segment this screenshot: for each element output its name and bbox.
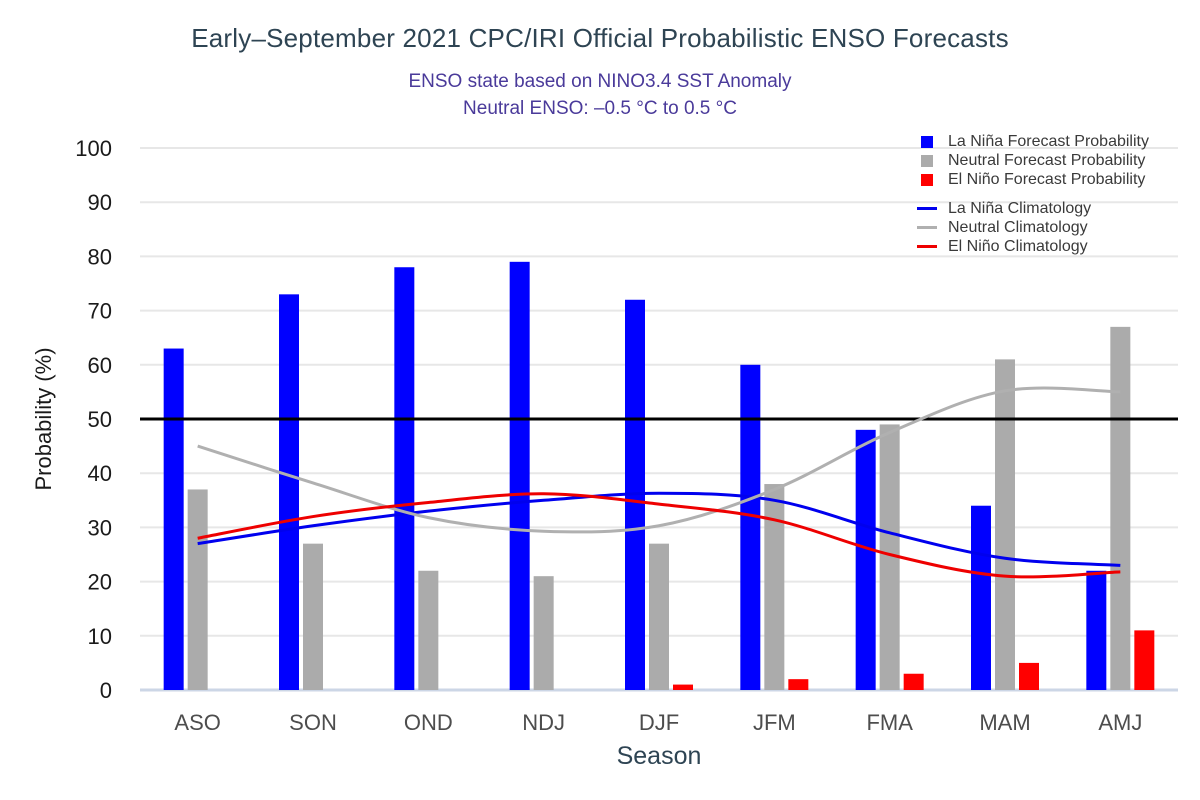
bar-Neutral Forecast Probability-JFM [764, 484, 785, 690]
y-tick-label: 50 [88, 407, 112, 432]
legend-label-neutral-forecast: Neutral Forecast Probability [948, 151, 1146, 169]
y-tick-label: 90 [88, 190, 112, 215]
bar-Neutral Forecast Probability-OND [418, 570, 439, 690]
x-tick-label: NDJ [522, 710, 565, 735]
x-tick-label: AMJ [1098, 710, 1142, 735]
legend-label-el-nino-forecast: El Niño Forecast Probability [948, 170, 1146, 188]
bar-Neutral Forecast Probability-AMJ [1110, 326, 1131, 690]
line-El Niño Climatology [197, 492, 1121, 579]
bar-La Niña Forecast Probability-JFM [740, 364, 761, 690]
bar-La Niña Forecast Probability-ASO [163, 348, 184, 690]
y-tick-label: 30 [88, 515, 112, 540]
legend-row-la-nina-climatology: La Niña Climatology [917, 199, 1149, 218]
bar-Neutral Forecast Probability-NDJ [533, 576, 554, 690]
bar-Neutral Forecast Probability-FMA [879, 424, 900, 690]
x-tick-label: SON [289, 710, 337, 735]
x-tick-label: OND [404, 710, 453, 735]
chart-subtitle-line2: Neutral ENSO: –0.5 °C to 0.5 °C [463, 98, 737, 119]
legend-line-swatch-el-nino-climatology [917, 245, 937, 248]
bar-La Niña Forecast Probability-OND [394, 267, 415, 690]
x-axis-title: Season [616, 742, 702, 770]
y-tick-label: 10 [88, 624, 112, 649]
y-tick-label: 60 [88, 353, 112, 378]
bar-La Niña Forecast Probability-MAM [971, 505, 991, 690]
bar-Neutral Forecast Probability-MAM [995, 359, 1015, 690]
bar-Neutral Forecast Probability-ASO [187, 489, 208, 690]
legend: La Niña Forecast Probability Neutral For… [917, 132, 1149, 256]
x-tick-label: DJF [639, 710, 679, 735]
y-tick-label: 40 [88, 461, 112, 486]
x-tick-label: FMA [866, 710, 913, 735]
bar-El Niño Forecast Probability-AMJ [1134, 630, 1155, 690]
y-axis-title: Probability (%) [31, 347, 56, 491]
bar-El Niño Forecast Probability-JFM [788, 679, 809, 690]
legend-group-gap [917, 189, 1149, 199]
legend-row-neutral-forecast: Neutral Forecast Probability [917, 151, 1149, 170]
y-tick-label: 20 [88, 570, 112, 595]
bar-El Niño Forecast Probability-FMA [903, 673, 924, 690]
bar-El Niño Forecast Probability-MAM [1019, 662, 1039, 690]
legend-label-la-nina-forecast: La Niña Forecast Probability [948, 132, 1149, 150]
legend-row-neutral-climatology: Neutral Climatology [917, 218, 1149, 237]
legend-row-el-nino-forecast: El Niño Forecast Probability [917, 170, 1149, 189]
bar-Neutral Forecast Probability-DJF [649, 543, 669, 690]
legend-swatch-el-nino-forecast [921, 173, 933, 186]
bar-La Niña Forecast Probability-SON [279, 294, 299, 690]
bar-El Niño Forecast Probability-DJF [673, 684, 693, 690]
legend-label-la-nina-climatology: La Niña Climatology [948, 199, 1092, 217]
legend-swatch-la-nina-forecast [921, 135, 933, 148]
chart-subtitle-line1: ENSO state based on NINO3.4 SST Anomaly [408, 71, 792, 92]
legend-row-la-nina-forecast: La Niña Forecast Probability [917, 132, 1149, 151]
y-tick-label: 0 [100, 678, 112, 703]
legend-label-neutral-climatology: Neutral Climatology [948, 218, 1088, 236]
y-tick-label: 70 [88, 299, 112, 324]
y-tick-label: 100 [75, 136, 112, 161]
x-tick-label: ASO [174, 710, 220, 735]
chart-title: Early–September 2021 CPC/IRI Official Pr… [191, 23, 1009, 53]
bar-La Niña Forecast Probability-AMJ [1086, 570, 1107, 690]
x-tick-label: JFM [753, 710, 796, 735]
bar-Neutral Forecast Probability-SON [303, 543, 323, 690]
legend-row-el-nino-climatology: El Niño Climatology [917, 237, 1149, 256]
x-tick-label: MAM [979, 710, 1030, 735]
legend-swatch-neutral-forecast [921, 154, 933, 167]
bar-La Niña Forecast Probability-FMA [855, 429, 876, 690]
y-tick-label: 80 [88, 244, 112, 269]
legend-line-swatch-la-nina-climatology [917, 207, 937, 210]
line-Neutral Climatology [197, 386, 1121, 534]
legend-label-el-nino-climatology: El Niño Climatology [948, 237, 1088, 255]
line-La Niña Climatology [197, 491, 1121, 567]
legend-line-swatch-neutral-climatology [917, 226, 937, 229]
bar-La Niña Forecast Probability-NDJ [509, 261, 530, 690]
